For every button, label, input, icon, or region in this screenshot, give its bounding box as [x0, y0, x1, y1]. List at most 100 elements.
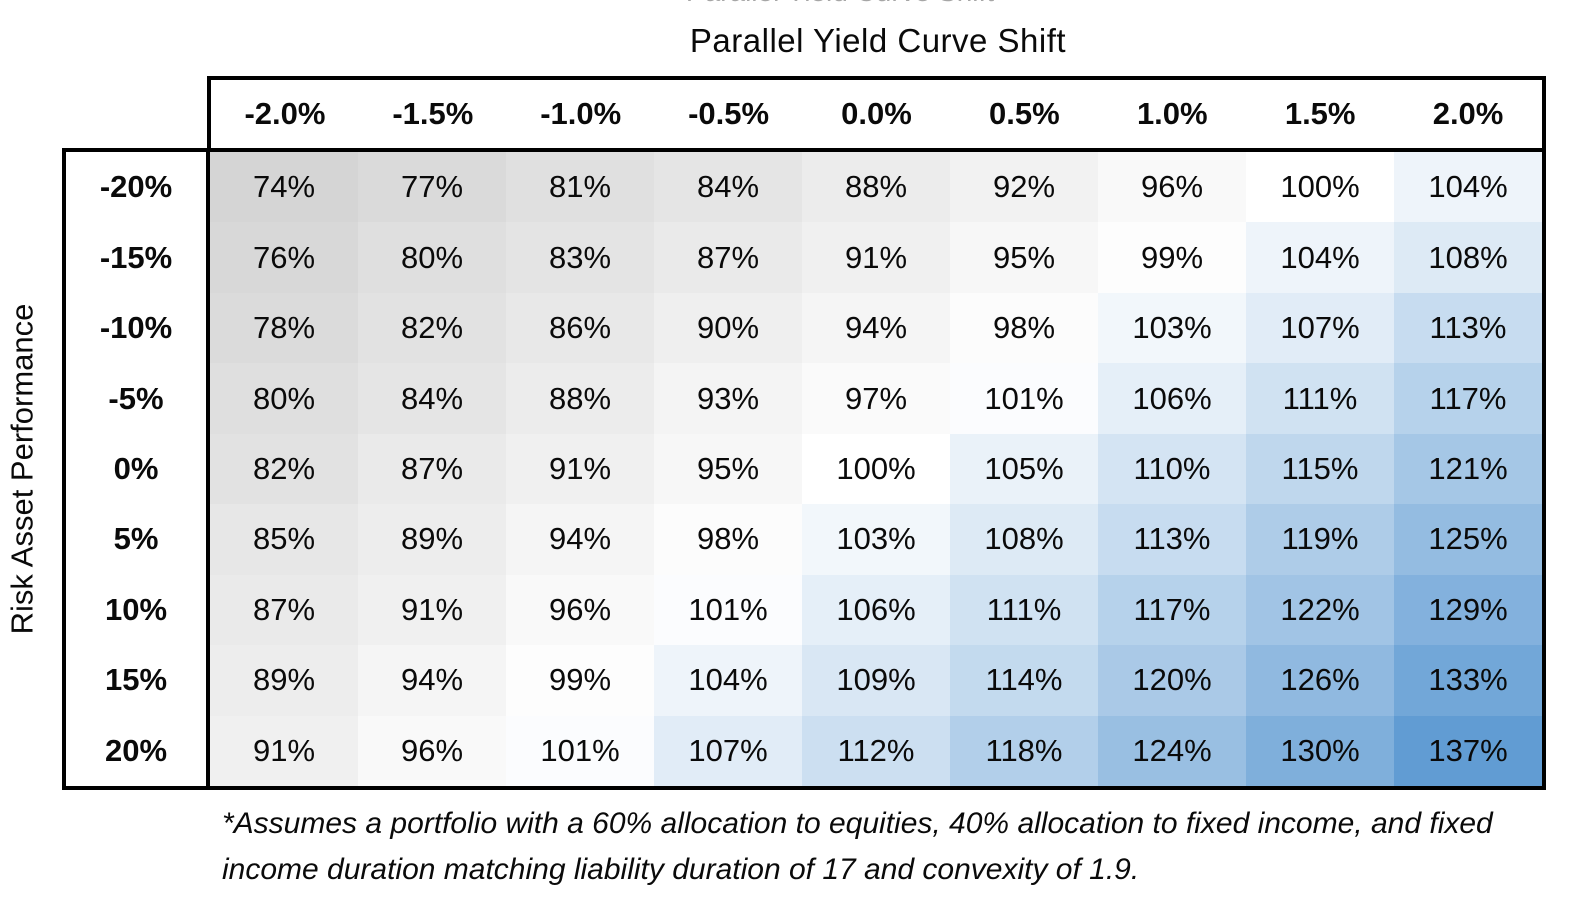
row-header: 15% [66, 645, 210, 716]
heatmap-cell: 76% [210, 222, 358, 293]
heatmap-cell: 99% [1098, 222, 1246, 293]
clipped-title-fragment: Parallel Yield Curve Shift [660, 0, 1020, 8]
heatmap-cell: 91% [802, 222, 950, 293]
heatmap-cell: 94% [506, 504, 654, 575]
heatmap-cell: 99% [506, 645, 654, 716]
heatmap-cell: 108% [1394, 222, 1542, 293]
heatmap-cell: 110% [1098, 433, 1246, 505]
heatmap-cell: 84% [358, 363, 506, 434]
heatmap-cell: 85% [210, 504, 358, 575]
heatmap-cell: 89% [358, 504, 506, 575]
column-header: 0.0% [841, 96, 912, 131]
heatmap-cell: 129% [1394, 574, 1542, 646]
column-header: -0.5% [688, 96, 770, 131]
heatmap-cell: 92% [950, 152, 1098, 223]
heatmap-cell: 108% [950, 504, 1098, 575]
row-header: 10% [66, 574, 210, 646]
heatmap-cell: 126% [1246, 645, 1394, 716]
heatmap-cell: 112% [802, 715, 950, 786]
row-header: -10% [66, 292, 210, 364]
heatmap-cell: 124% [1098, 715, 1246, 786]
heatmap-cell: 94% [802, 292, 950, 364]
table-title: Parallel Yield Curve Shift [689, 22, 1067, 59]
heatmap-cell: 106% [1098, 363, 1246, 434]
heatmap-cell: 104% [1246, 222, 1394, 293]
column-header: 1.5% [1284, 96, 1356, 131]
heatmap-cell: 93% [654, 363, 802, 434]
heatmap-cell: 103% [802, 504, 950, 575]
heatmap-cell: 130% [1246, 715, 1394, 786]
heatmap-cell: 111% [950, 574, 1098, 646]
heatmap-cell: 74% [210, 152, 358, 223]
heatmap-cell: 113% [1098, 504, 1246, 575]
column-header: 1.0% [1136, 96, 1208, 131]
heatmap-cell: 87% [358, 433, 506, 505]
heatmap-cell: 137% [1394, 715, 1542, 786]
heatmap-cell: 101% [950, 363, 1098, 434]
heatmap-cell: 80% [210, 363, 358, 434]
footnote-line-1: *Assumes a portfolio with a 60% allocati… [222, 807, 1493, 840]
heatmap-cell: 86% [506, 292, 654, 364]
heatmap-cell: 84% [654, 152, 802, 223]
heatmap-cell: 82% [210, 433, 358, 505]
heatmap-cell: 89% [210, 645, 358, 716]
heatmap-cell: 90% [654, 292, 802, 364]
heatmap-cell: 111% [1246, 363, 1394, 434]
footnote-line-2: income duration matching liability durat… [222, 853, 1140, 886]
heatmap-cell: 125% [1394, 504, 1542, 575]
heatmap-cell: 106% [802, 574, 950, 646]
row-header: 0% [66, 433, 210, 505]
heatmap-cell: 82% [358, 292, 506, 364]
heatmap-cell: 91% [506, 433, 654, 505]
heatmap-cell: 80% [358, 222, 506, 293]
heatmap-cell: 109% [802, 645, 950, 716]
heatmap-cell: 104% [1394, 152, 1542, 223]
heatmap-cell: 100% [1246, 152, 1394, 223]
column-header: -1.5% [392, 96, 474, 131]
heatmap-cell: 97% [802, 363, 950, 434]
heatmap-cell: 83% [506, 222, 654, 293]
heatmap-cell: 117% [1394, 363, 1542, 434]
heatmap-cell: 105% [950, 433, 1098, 505]
heatmap-cell: 96% [506, 574, 654, 646]
heatmap-cell: 101% [506, 715, 654, 786]
heatmap-cell: 98% [654, 504, 802, 575]
clipped-title-text: Parallel Yield Curve Shift [660, 0, 1020, 8]
heatmap-cell: 88% [506, 363, 654, 434]
heatmap-cell: 119% [1246, 504, 1394, 575]
heatmap-cell: 96% [1098, 152, 1246, 223]
row-header: 5% [66, 504, 210, 575]
heatmap-cell: 113% [1394, 292, 1542, 364]
column-header: -1.0% [540, 96, 622, 131]
footnote: *Assumes a portfolio with a 60% allocati… [222, 801, 1572, 893]
heatmap-cell: 94% [358, 645, 506, 716]
heatmap-cell: 121% [1394, 433, 1542, 505]
heatmap-cell: 104% [654, 645, 802, 716]
heatmap-cell: 91% [358, 574, 506, 646]
y-axis-label: Risk Asset Performance [4, 303, 40, 635]
heatmap-cell: 115% [1246, 433, 1394, 505]
heatmap-cell: 77% [358, 152, 506, 223]
heatmap-cell: 87% [210, 574, 358, 646]
heatmap-cell: 103% [1098, 292, 1246, 364]
heatmap-cell: 96% [358, 715, 506, 786]
row-header: -20% [66, 152, 210, 223]
heatmap-cell: 98% [950, 292, 1098, 364]
column-header: 2.0% [1432, 96, 1504, 131]
heatmap-cell: 88% [802, 152, 950, 223]
heatmap-cell: 114% [950, 645, 1098, 716]
row-header: -5% [66, 363, 210, 434]
row-header: 20% [66, 715, 210, 786]
column-header: 0.5% [989, 96, 1060, 131]
column-header-row: -2.0% -1.5% -1.0% -0.5% 0.0% 0.5% 1.0% 1.5% 2.0% [207, 76, 1546, 152]
heatmap-cell: 95% [654, 433, 802, 505]
heatmap-cell: 95% [950, 222, 1098, 293]
column-header: -2.0% [244, 96, 326, 131]
heatmap-cell: 120% [1098, 645, 1246, 716]
heatmap-cell: 78% [210, 292, 358, 364]
heatmap-cell: 81% [506, 152, 654, 223]
row-header: -15% [66, 222, 210, 293]
heatmap-cell: 100% [802, 433, 950, 505]
heatmap-cell: 107% [654, 715, 802, 786]
